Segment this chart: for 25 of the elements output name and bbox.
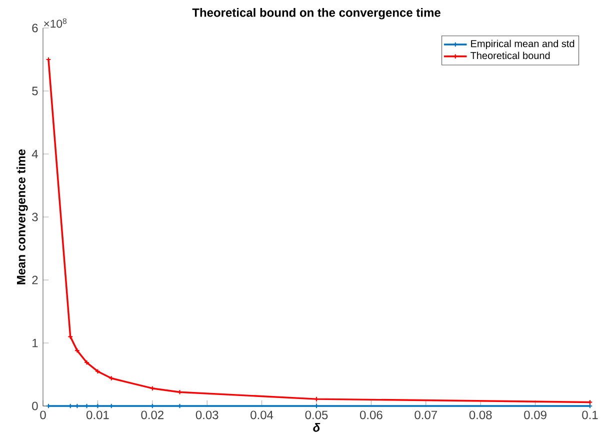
legend-label: Theoretical bound (470, 52, 550, 60)
y-tick-label: 5 (32, 86, 38, 96)
x-tick-label: 0.09 (524, 410, 546, 420)
y-tick-label: 3 (32, 212, 38, 222)
y-tick-label: 2 (32, 276, 38, 284)
x-tick-label: 0.08 (469, 410, 492, 420)
text: ×10$^{8}$ (44, 18, 67, 28)
x-tick-label: 0 (40, 410, 46, 420)
x-tick-label: 0.03 (196, 410, 218, 420)
y-tick-label: 1 (32, 338, 38, 348)
point (84, 360, 90, 366)
x-tick-label: 0.01 (86, 410, 109, 420)
x-tick-label: 0.04 (250, 410, 274, 420)
y-tick-label: 0 (32, 402, 38, 410)
x-tick-label: 0.05 (305, 410, 328, 420)
y-tick-label: 4 (32, 150, 38, 158)
y-tick-label: 6 (32, 24, 38, 32)
x-tick-label: 0.06 (360, 410, 382, 420)
y-axis-title: Mean convergence time (16, 149, 28, 284)
x-tick-label: 0.02 (141, 410, 164, 420)
x-tick-label: 0.1 (582, 410, 598, 420)
legend-label: Empirical mean and std (471, 40, 574, 50)
chart-title: Theoretical bound on the convergence time (192, 8, 440, 20)
x-tick-label: 0.07 (414, 410, 437, 420)
x-axis-title: δ (313, 423, 320, 432)
